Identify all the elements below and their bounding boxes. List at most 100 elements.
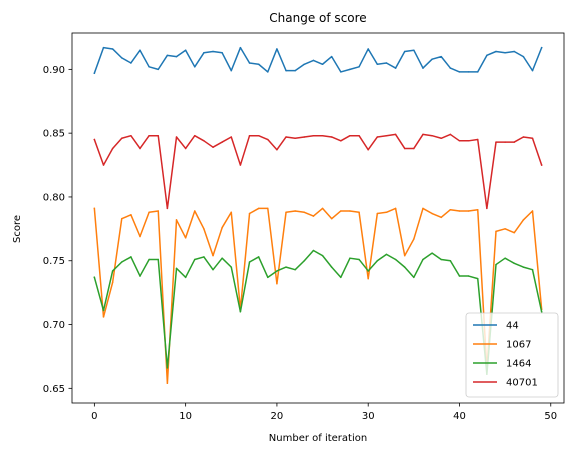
data-point-1464-48 [531, 268, 534, 271]
data-point-44-2 [111, 48, 114, 50]
data-point-44-24 [312, 59, 315, 62]
data-point-40701-10 [184, 147, 187, 150]
data-point-1067-9 [175, 219, 178, 221]
data-point-1464-11 [194, 258, 196, 261]
data-point-40701-16 [239, 164, 242, 166]
y-axis-title: Score [12, 215, 23, 243]
data-point-1067-38 [440, 216, 442, 219]
data-point-44-15 [230, 69, 233, 72]
data-point-44-13 [212, 50, 214, 53]
data-point-44-41 [467, 71, 470, 73]
x-tick-label-10: 10 [179, 411, 192, 422]
data-point-44-49 [540, 46, 543, 49]
x-tick-label-50: 50 [544, 411, 557, 422]
data-point-40701-1 [102, 164, 105, 166]
data-point-44-48 [531, 69, 534, 72]
data-point-1067-6 [148, 211, 150, 214]
data-point-1464-24 [312, 249, 315, 252]
data-point-40701-7 [157, 134, 160, 137]
data-point-1464-22 [294, 268, 296, 271]
data-point-44-9 [175, 55, 178, 58]
data-point-1067-11 [194, 210, 196, 212]
data-point-1464-18 [257, 256, 260, 258]
data-point-44-11 [194, 66, 196, 68]
data-point-1464-29 [358, 258, 360, 261]
x-tick-label-30: 30 [362, 411, 375, 422]
data-point-40701-29 [358, 134, 360, 137]
data-point-1067-28 [349, 210, 351, 212]
data-point-40701-20 [276, 148, 278, 151]
data-point-1464-42 [476, 277, 479, 280]
data-point-44-16 [239, 46, 242, 49]
y-tick-label-0.65: 0.65 [43, 384, 65, 395]
data-point-1067-13 [212, 254, 214, 257]
x-tick-label-40: 40 [453, 411, 466, 422]
data-point-1067-10 [184, 237, 187, 239]
data-point-44-7 [157, 68, 160, 71]
data-point-44-45 [504, 52, 506, 54]
data-point-1464-37 [431, 252, 433, 254]
data-point-44-1 [102, 46, 105, 49]
data-point-1067-30 [367, 277, 369, 280]
data-point-1067-7 [157, 210, 160, 212]
data-point-40701-32 [385, 134, 388, 137]
data-point-44-27 [340, 71, 342, 73]
data-point-40701-24 [312, 134, 315, 137]
data-point-1464-41 [467, 275, 470, 277]
data-point-44-5 [139, 49, 141, 51]
data-point-1067-22 [294, 210, 296, 212]
data-point-1067-29 [358, 211, 360, 214]
legend-box [465, 312, 559, 398]
data-point-1067-26 [330, 217, 333, 220]
series-line-44 [93, 46, 543, 75]
data-point-40701-23 [303, 136, 306, 138]
data-point-44-43 [486, 54, 488, 57]
data-point-1067-8 [166, 382, 169, 384]
data-point-1464-19 [267, 276, 269, 279]
data-point-40701-14 [221, 141, 223, 143]
data-point-1067-0 [93, 207, 96, 210]
data-point-40701-49 [540, 164, 543, 166]
data-point-1464-9 [175, 267, 178, 270]
data-point-44-46 [513, 50, 515, 53]
data-point-44-40 [458, 71, 461, 73]
data-point-1464-33 [394, 258, 397, 261]
data-point-1464-15 [230, 266, 233, 268]
data-point-1464-10 [184, 276, 187, 279]
data-point-40701-26 [330, 136, 333, 138]
data-point-1067-46 [513, 231, 515, 234]
y-tick-label-0.80: 0.80 [43, 192, 65, 203]
data-point-40701-34 [403, 147, 406, 150]
data-point-1067-27 [340, 210, 342, 212]
data-point-1067-45 [504, 228, 506, 230]
data-point-1067-24 [312, 215, 315, 217]
data-point-44-12 [203, 52, 205, 54]
y-tick-label-0.75: 0.75 [43, 256, 65, 267]
data-point-40701-28 [349, 134, 351, 137]
data-point-40701-47 [522, 136, 525, 138]
data-point-1067-32 [385, 211, 388, 214]
data-point-40701-33 [394, 133, 397, 136]
data-point-1464-44 [495, 263, 497, 266]
data-point-40701-17 [248, 134, 251, 137]
data-point-44-34 [403, 50, 406, 53]
data-point-40701-46 [513, 141, 515, 143]
data-point-1067-36 [422, 207, 424, 210]
data-point-1067-14 [221, 226, 223, 229]
data-point-1067-2 [111, 281, 114, 284]
data-point-1464-39 [449, 259, 452, 262]
data-point-44-37 [431, 58, 433, 60]
data-point-40701-21 [285, 136, 287, 138]
data-point-40701-22 [294, 137, 296, 140]
data-point-44-17 [248, 62, 251, 64]
x-axis-title: Number of iteration [269, 433, 367, 444]
data-point-1464-17 [248, 261, 251, 263]
data-point-40701-3 [121, 137, 123, 140]
data-point-1067-25 [321, 207, 324, 210]
data-point-44-31 [376, 63, 379, 66]
data-point-1464-26 [330, 266, 333, 268]
data-point-1464-7 [157, 258, 160, 261]
y-tick-label-0.85: 0.85 [43, 129, 65, 140]
legend-label-1067: 1067 [506, 340, 531, 351]
